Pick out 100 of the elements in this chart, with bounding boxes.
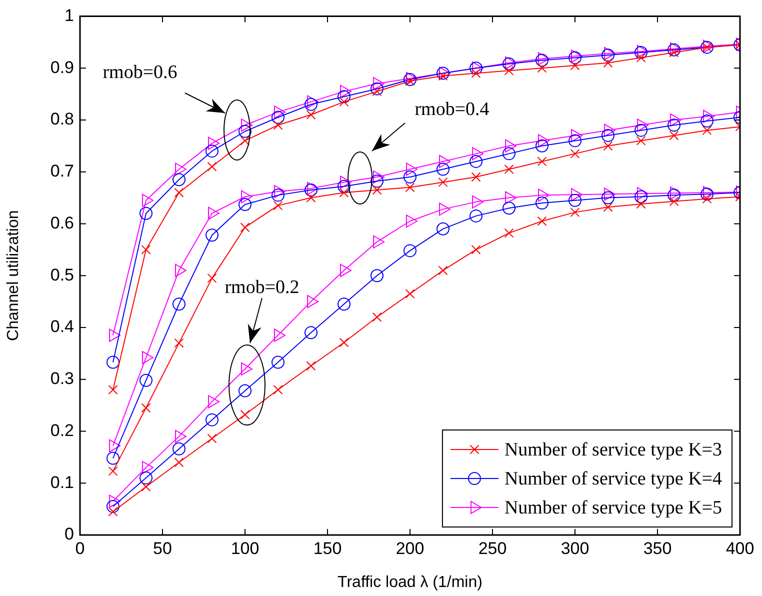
point [372, 312, 382, 322]
point [306, 193, 316, 203]
point [240, 222, 250, 232]
point [470, 154, 482, 168]
y-tick-label: 0.7 [50, 162, 74, 181]
point [668, 188, 680, 202]
point [568, 51, 582, 64]
y-tick-label: 0.1 [50, 472, 74, 492]
x-tick-label: 50 [153, 538, 172, 558]
point [502, 57, 516, 70]
point [206, 413, 218, 426]
point [636, 52, 646, 62]
point [339, 97, 349, 107]
point [602, 191, 614, 204]
point [273, 200, 283, 210]
point [370, 269, 384, 282]
point [404, 244, 416, 258]
point [669, 196, 679, 206]
point [436, 162, 450, 176]
point [206, 228, 218, 242]
x-tick-label: 300 [560, 538, 590, 558]
point [106, 500, 120, 513]
point [172, 442, 186, 456]
point [238, 124, 252, 138]
x-tick-label: 400 [726, 538, 754, 558]
point [603, 58, 613, 68]
point [108, 506, 118, 516]
point [207, 162, 217, 172]
annotation: rmob=0.6 [102, 62, 178, 83]
point [504, 66, 514, 76]
point [436, 222, 450, 236]
point [306, 361, 316, 371]
point [504, 228, 514, 238]
legend-label: Number of service type K=3 [504, 439, 722, 460]
point [438, 266, 448, 276]
point [108, 384, 118, 394]
point [306, 110, 316, 120]
point [141, 244, 151, 254]
point [504, 164, 514, 174]
point [668, 43, 680, 56]
point [502, 147, 516, 160]
point [338, 180, 350, 193]
point [536, 139, 548, 152]
point [304, 184, 318, 196]
point [272, 356, 284, 369]
point [238, 198, 252, 212]
point [238, 384, 252, 398]
point [568, 134, 582, 148]
point [140, 374, 152, 387]
point [106, 356, 120, 369]
point [634, 46, 648, 60]
point [603, 141, 613, 151]
point [338, 298, 350, 311]
point [207, 434, 217, 444]
y-tick-label: 0.3 [50, 369, 74, 388]
point [700, 188, 714, 201]
point [602, 48, 614, 62]
point [370, 174, 384, 188]
point [372, 185, 382, 195]
point [240, 410, 250, 420]
point [207, 273, 217, 283]
y-tick-label: 0.2 [50, 420, 74, 440]
annotation: rmob=0.4 [414, 98, 490, 120]
y-tick-label: 0.6 [50, 213, 74, 232]
point [272, 110, 284, 124]
point [174, 338, 184, 348]
point [537, 63, 547, 73]
point [273, 120, 283, 130]
point [536, 54, 548, 67]
point [568, 194, 582, 207]
point [602, 129, 614, 142]
point [370, 82, 384, 96]
point [106, 452, 120, 465]
point [702, 126, 712, 136]
y-tick-label: 0.4 [50, 317, 74, 336]
legend-label: Number of service type K=5 [504, 497, 722, 518]
point [470, 209, 482, 222]
point [174, 458, 184, 468]
legend-label: Number of service type K=4 [504, 468, 722, 490]
point [273, 384, 283, 394]
y-tick-label: 0.9 [50, 58, 74, 77]
point [471, 68, 481, 78]
annotation: rmob=0.2 [224, 276, 300, 298]
point [537, 216, 547, 226]
point [634, 124, 648, 137]
point [405, 289, 415, 298]
point [669, 130, 679, 140]
point [404, 170, 416, 184]
point [172, 173, 186, 186]
point [471, 172, 481, 182]
point [570, 148, 580, 158]
point [404, 72, 416, 86]
point [339, 338, 349, 348]
point [536, 196, 548, 210]
y-tick-label: 1 [64, 6, 74, 25]
x-tick-label: 350 [643, 538, 672, 558]
x-tick-label: 250 [478, 538, 507, 558]
point [570, 60, 580, 70]
point [603, 202, 613, 212]
point [272, 188, 284, 202]
